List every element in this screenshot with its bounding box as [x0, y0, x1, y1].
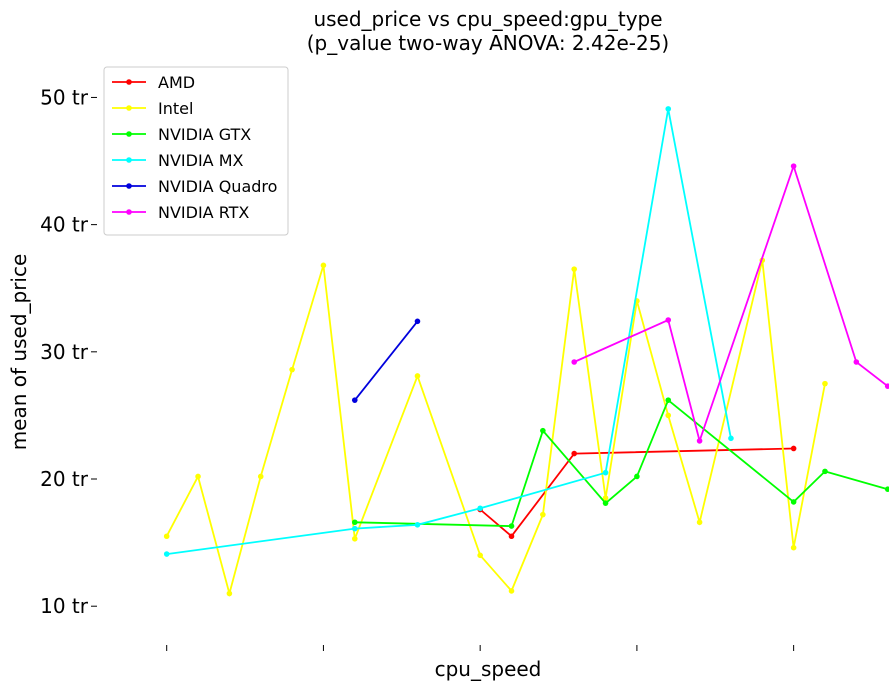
data-point-intel: [540, 511, 546, 518]
data-point-intel: [602, 495, 609, 501]
legend-label: NVIDIA MX: [158, 151, 244, 170]
data-point-amd: [790, 445, 797, 452]
data-point-intel: [508, 588, 515, 594]
data-point-nvidia-rtx: [665, 317, 672, 323]
data-point-intel: [571, 266, 578, 272]
legend-marker: [126, 157, 132, 163]
series-nvidia-quadro: [351, 318, 421, 403]
data-point-nvidia-mx: [665, 106, 672, 112]
data-point-intel: [351, 535, 358, 542]
legend: AMD Intel NVIDIA GTX NVIDIA MX NVIDIA Quadro…: [103, 66, 289, 236]
data-point-intel: [226, 590, 233, 597]
data-point-nvidia-gtx: [884, 486, 889, 492]
legend-entry-intel: Intel: [112, 99, 193, 118]
series-layer: [163, 106, 889, 597]
data-point-intel: [289, 366, 295, 373]
legend-marker: [126, 105, 132, 111]
data-point-nvidia-gtx: [790, 499, 797, 505]
legend-marker: [126, 79, 132, 85]
data-point-nvidia-mx: [414, 522, 421, 528]
series-amd: [477, 445, 797, 540]
series-line-intel: [165, 259, 826, 597]
data-point-amd: [571, 450, 578, 457]
series-line-nvidia-gtx: [354, 398, 888, 528]
data-point-nvidia-gtx: [822, 468, 828, 475]
y-axis-ticks: 10 tr 20 tr 30 tr 40 tr 50 tr: [40, 85, 97, 618]
legend-label: Intel: [158, 99, 193, 118]
legend-marker: [126, 131, 132, 137]
y-tick-label: 40 tr: [40, 213, 89, 237]
data-point-nvidia-quadro: [414, 318, 421, 325]
data-point-nvidia-rtx: [696, 438, 703, 444]
data-point-nvidia-mx: [477, 505, 483, 512]
data-point-intel: [696, 519, 703, 526]
y-tick-label: 20 tr: [40, 467, 89, 491]
legend-entry-nvidia-quadro: NVIDIA Quadro: [112, 177, 277, 196]
series-nvidia-gtx: [351, 397, 889, 529]
data-point-intel: [195, 473, 201, 480]
data-point-nvidia-gtx: [540, 427, 546, 434]
data-point-nvidia-gtx: [634, 473, 640, 480]
data-point-nvidia-gtx: [602, 500, 609, 506]
legend-label: NVIDIA GTX: [158, 125, 251, 144]
data-point-intel: [163, 533, 170, 540]
data-point-intel: [790, 544, 797, 551]
data-point-nvidia-mx: [351, 525, 358, 532]
data-point-nvidia-quadro: [351, 397, 358, 403]
legend-entry-nvidia-rtx: NVIDIA RTX: [112, 203, 249, 222]
y-tick-label: 50 tr: [40, 85, 89, 109]
series-line-nvidia-rtx: [573, 163, 889, 445]
series-line-amd: [479, 447, 794, 538]
series-line-nvidia-quadro: [354, 320, 419, 401]
legend-label: AMD: [158, 73, 195, 92]
data-point-nvidia-rtx: [790, 163, 797, 169]
y-axis-label: mean of used_price: [7, 254, 31, 451]
series-nvidia-rtx: [571, 163, 889, 445]
legend-marker: [126, 209, 132, 215]
data-point-intel: [665, 412, 672, 419]
series-intel: [163, 257, 828, 597]
data-point-nvidia-mx: [602, 469, 609, 476]
data-point-intel: [822, 380, 828, 387]
data-point-nvidia-gtx: [665, 397, 672, 403]
legend-marker: [126, 183, 132, 189]
data-point-nvidia-gtx: [508, 523, 515, 529]
legend-entry-nvidia-mx: NVIDIA MX: [112, 151, 244, 170]
legend-entry-amd: AMD: [112, 73, 195, 92]
data-point-nvidia-gtx: [351, 519, 358, 526]
data-point-intel: [477, 552, 483, 559]
data-point-nvidia-mx: [728, 435, 734, 442]
data-point-nvidia-mx: [163, 551, 170, 557]
x-axis-label: cpu_speed: [435, 657, 542, 681]
series-nvidia-mx: [163, 106, 734, 557]
data-point-intel: [320, 262, 327, 269]
data-point-nvidia-rtx: [884, 383, 889, 389]
y-tick-label: 10 tr: [40, 594, 89, 618]
data-point-intel: [257, 473, 264, 480]
data-point-amd: [508, 533, 515, 540]
legend-label: NVIDIA Quadro: [158, 177, 277, 196]
data-point-nvidia-rtx: [571, 359, 578, 365]
legend-frame: [103, 66, 289, 236]
chart-title: used_price vs cpu_speed:gpu_type: [313, 7, 662, 31]
data-point-intel: [414, 373, 421, 379]
legend-label: NVIDIA RTX: [158, 203, 249, 222]
legend-entry-nvidia-gtx: NVIDIA GTX: [112, 125, 251, 144]
data-point-nvidia-rtx: [853, 359, 860, 365]
x-axis-ticks: [166, 645, 795, 651]
chart-subtitle: (p_value two-way ANOVA: 2.42e-25): [307, 31, 669, 55]
y-tick-label: 30 tr: [40, 340, 89, 364]
